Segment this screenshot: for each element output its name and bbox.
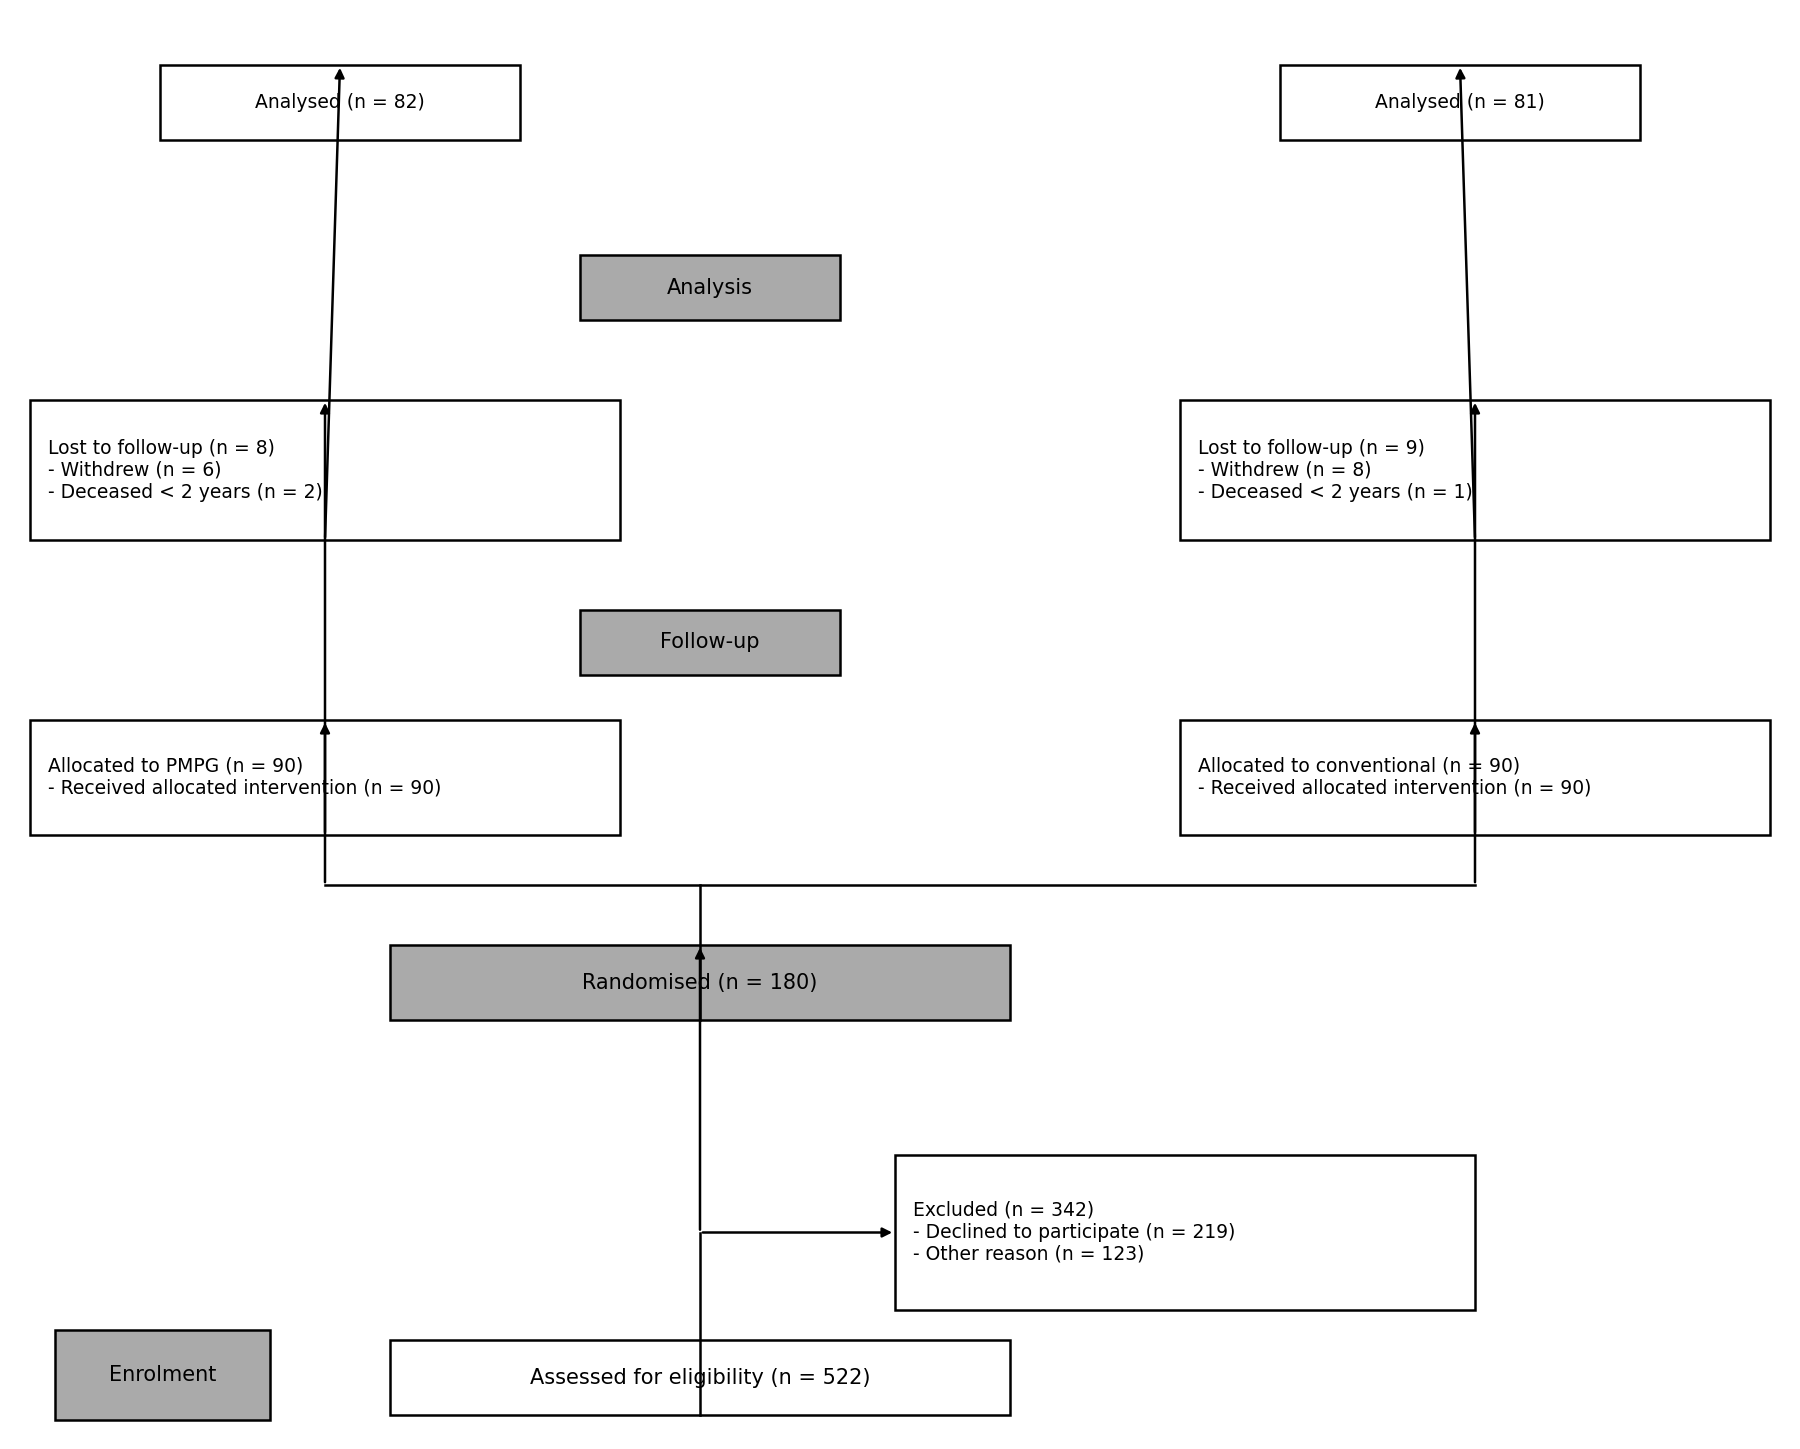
Text: Assessed for eligibility (n = 522): Assessed for eligibility (n = 522) [529, 1368, 869, 1388]
Bar [895, 1155, 1474, 1310]
Text: Lost to follow-up (n = 9)
- Withdrew (n = 8)
- Deceased < 2 years (n = 1): Lost to follow-up (n = 9) - Withdrew (n … [1199, 439, 1472, 501]
Bar [31, 720, 619, 835]
Bar [1181, 400, 1769, 540]
Text: Lost to follow-up (n = 8)
- Withdrew (n = 6)
- Deceased < 2 years (n = 2): Lost to follow-up (n = 8) - Withdrew (n … [49, 439, 322, 501]
Bar [391, 945, 1010, 1020]
Bar [160, 65, 520, 141]
Text: Analysed (n = 82): Analysed (n = 82) [256, 93, 425, 112]
Text: Excluded (n = 342)
- Declined to participate (n = 219)
- Other reason (n = 123): Excluded (n = 342) - Declined to partici… [913, 1201, 1235, 1264]
Text: Follow-up: Follow-up [661, 633, 760, 652]
Text: Analysed (n = 81): Analysed (n = 81) [1375, 93, 1544, 112]
Bar [1181, 720, 1769, 835]
Bar [1280, 65, 1640, 141]
Text: Allocated to PMPG (n = 90)
- Received allocated intervention (n = 90): Allocated to PMPG (n = 90) - Received al… [49, 756, 441, 798]
Text: Randomised (n = 180): Randomised (n = 180) [583, 972, 817, 993]
Bar [31, 400, 619, 540]
Bar [391, 1340, 1010, 1416]
Bar [580, 255, 841, 320]
Text: Allocated to conventional (n = 90)
- Received allocated intervention (n = 90): Allocated to conventional (n = 90) - Rec… [1199, 756, 1591, 798]
Text: Enrolment: Enrolment [108, 1365, 216, 1385]
Bar [580, 610, 841, 675]
Bar [56, 1330, 270, 1420]
Text: Analysis: Analysis [668, 278, 752, 297]
